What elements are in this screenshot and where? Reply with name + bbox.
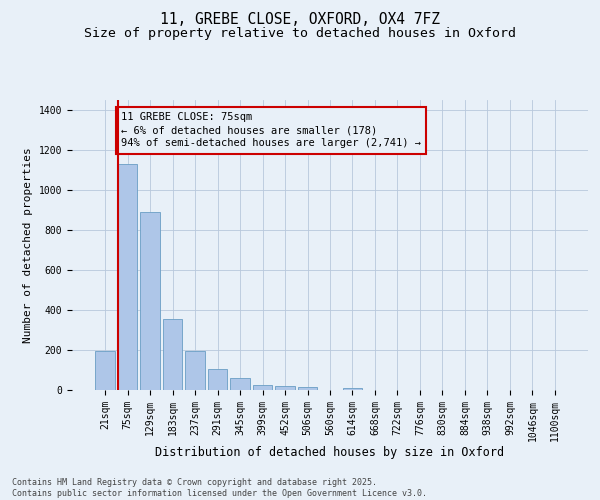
Bar (230, 378, 250, 390)
Text: Contains HM Land Registry data © Crown copyright and database right 2025.
Contai: Contains HM Land Registry data © Crown c… (12, 478, 427, 498)
Bar (253, 385, 272, 390)
Y-axis label: Number of detached properties: Number of detached properties (23, 147, 33, 343)
Bar (275, 386, 295, 390)
X-axis label: Distribution of detached houses by size in Oxford: Distribution of detached houses by size … (155, 446, 505, 460)
Text: 11 GREBE CLOSE: 75sqm
← 6% of detached houses are smaller (178)
94% of semi-deta: 11 GREBE CLOSE: 75sqm ← 6% of detached h… (121, 112, 421, 148)
Bar (185, 351, 205, 390)
Text: 11, GREBE CLOSE, OXFORD, OX4 7FZ: 11, GREBE CLOSE, OXFORD, OX4 7FZ (160, 12, 440, 28)
Bar (343, 388, 362, 390)
Bar (208, 369, 227, 390)
Text: Size of property relative to detached houses in Oxford: Size of property relative to detached ho… (84, 28, 516, 40)
Bar (163, 319, 182, 390)
Bar (298, 387, 317, 390)
Bar (95, 351, 115, 390)
Bar (140, 212, 160, 390)
Bar (118, 164, 137, 390)
